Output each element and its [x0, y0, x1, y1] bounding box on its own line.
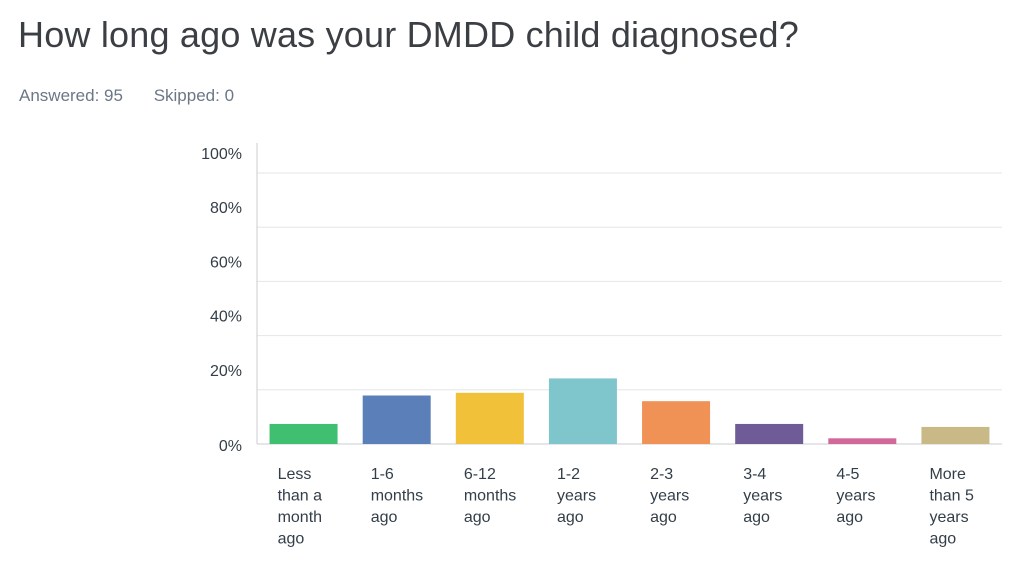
x-tick-label: ago	[929, 531, 956, 548]
x-tick-label: years	[650, 488, 689, 505]
x-tick-label: Less	[278, 466, 312, 483]
x-tick-label: ago	[557, 509, 584, 526]
x-tick-label: ago	[278, 531, 305, 548]
x-tick-label: 1-2	[557, 466, 580, 483]
bar	[921, 426, 990, 444]
x-tick-label: years	[557, 488, 596, 505]
x-tick-label: months	[464, 488, 516, 505]
x-tick-label: than 5	[929, 488, 974, 505]
x-tick-label: 1-6	[371, 466, 394, 483]
x-tick-label: 3-4	[743, 466, 766, 483]
bar	[828, 438, 897, 444]
response-stats: Answered: 95 Skipped: 0	[19, 86, 260, 106]
bar	[362, 395, 431, 444]
y-tick-label: 0%	[219, 438, 242, 455]
y-tick-label: 80%	[210, 200, 242, 217]
x-tick-label: month	[278, 509, 322, 526]
x-tick-label: 4-5	[836, 466, 859, 483]
x-tick-label: More	[929, 466, 966, 483]
x-tick-label: years	[743, 488, 782, 505]
y-tick-label: 20%	[210, 363, 242, 380]
x-tick-label: than a	[278, 488, 323, 505]
y-tick-label: 60%	[210, 254, 242, 271]
x-tick-label: 6-12	[464, 466, 496, 483]
x-tick-label: years	[836, 488, 875, 505]
x-tick-label: ago	[464, 509, 491, 526]
question-title: How long ago was your DMDD child diagnos…	[18, 14, 800, 55]
x-tick-label: ago	[743, 509, 770, 526]
bar	[548, 378, 617, 444]
bar	[735, 423, 804, 444]
skipped-count: Skipped: 0	[153, 86, 235, 105]
y-tick-label: 40%	[210, 309, 242, 326]
x-tick-label: ago	[650, 509, 677, 526]
bar	[269, 423, 338, 444]
bar	[455, 392, 524, 444]
y-tick-label: 100%	[201, 146, 242, 163]
x-tick-label: years	[929, 509, 968, 526]
answered-count: Answered: 95	[19, 86, 123, 105]
x-tick-label: 2-3	[650, 466, 673, 483]
x-tick-label: ago	[371, 509, 398, 526]
bar	[642, 401, 711, 444]
x-tick-label: ago	[836, 509, 863, 526]
x-tick-label: months	[371, 488, 423, 505]
